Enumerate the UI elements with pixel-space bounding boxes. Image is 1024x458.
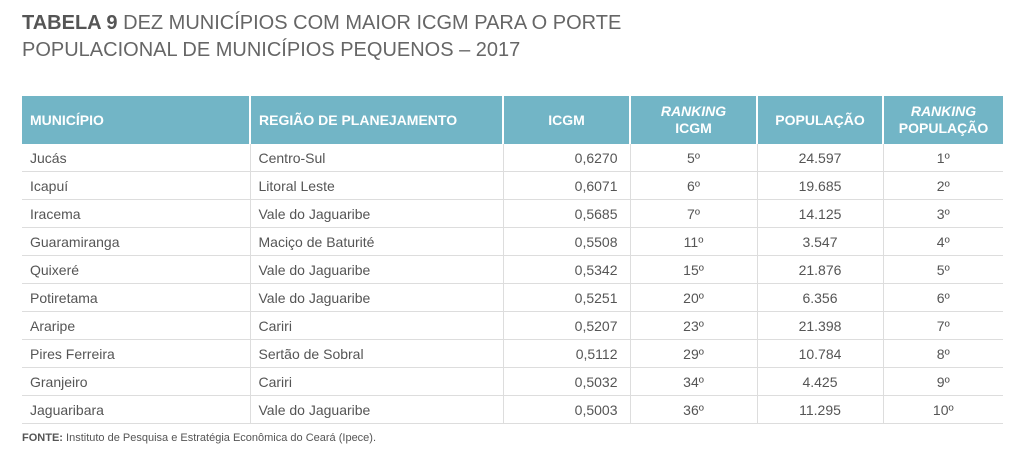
table-cell: Vale do Jaguaribe [249,395,503,424]
table-cell: 14.125 [756,199,883,228]
header-text: REGIÃO DE PLANEJAMENTO [259,111,458,128]
table-cell: 11.295 [756,395,883,424]
table-cell: 0,5003 [502,395,630,424]
table-cell: 6.356 [756,283,883,312]
table-cell: 1º [882,144,1003,172]
table-body: Jucás Centro-Sul 0,6270 5º 24.597 1º Icapuí Lit… [22,144,1003,424]
header-emphasis: RANKING [910,103,977,119]
header-text: POPULAÇÃO [898,120,989,136]
table-cell: Cariri [249,367,503,396]
data-table: MUNICÍPIO REGIÃO DE PLANEJAMENTO ICGM RANKI… [22,96,1003,424]
source-label: FONTE: [22,432,63,444]
header-text: ICGM [548,111,585,128]
table-cell: Pires Ferreira [22,339,250,368]
table-cell: 15º [629,255,757,284]
table-cell: 10.784 [756,339,883,368]
table-cell: Jucás [22,144,250,172]
header-row: MUNICÍPIO REGIÃO DE PLANEJAMENTO ICGM RANKI… [22,96,1003,144]
table-cell: 23º [629,311,757,340]
table-cell: 0,5112 [502,339,630,368]
table-cell: Centro-Sul [249,144,503,172]
title-text: DEZ MUNICÍPIOS COM MAIOR ICGM PARA O POR… [22,12,622,61]
table-title: TABELA 9 DEZ MUNICÍPIOS COM MAIOR ICGM P… [22,10,762,64]
source-note: FONTE: Instituto de Pesquisa e Estratégi… [22,432,376,444]
table-cell: 0,5207 [502,311,630,340]
table-row: Pires Ferreira Sertão de Sobral 0,5112 29º 1… [22,339,1003,368]
header-text: ICGM [675,120,712,136]
table-cell: Maciço de Baturité [249,227,503,256]
table-cell: Vale do Jaguaribe [249,255,503,284]
table-cell: 2º [882,171,1003,200]
table-cell: 4º [882,227,1003,256]
table-cell: 20º [629,283,757,312]
header-text: POPULAÇÃO [775,111,865,128]
table-cell: 21.876 [756,255,883,284]
table-row: Araripe Cariri 0,5207 23º 21.398 7º [22,311,1003,340]
title-label: TABELA 9 [22,12,118,34]
table-cell: 4.425 [756,367,883,396]
table-cell: 0,5342 [502,255,630,284]
header-text: MUNICÍPIO [30,111,104,128]
table-cell: Sertão de Sobral [249,339,503,368]
table-cell: 7º [629,199,757,228]
table-cell: 7º [882,311,1003,340]
table-cell: Cariri [249,311,503,340]
column-header: REGIÃO DE PLANEJAMENTO [249,96,503,144]
table-cell: 5º [882,255,1003,284]
table-cell: 6º [882,283,1003,312]
table-cell: 24.597 [756,144,883,172]
table-cell: Jaguaribara [22,395,250,424]
header-emphasis: RANKING [660,103,727,119]
table-cell: 3.547 [756,227,883,256]
table-row: Guaramiranga Maciço de Baturité 0,5508 11º 3… [22,227,1003,256]
table-cell: Araripe [22,311,250,340]
table-row: Iracema Vale do Jaguaribe 0,5685 7º 14.125 3º [22,199,1003,228]
table-cell: Icapuí [22,171,250,200]
column-header: ICGM [502,96,630,144]
table-cell: Guaramiranga [22,227,250,256]
table-cell: Granjeiro [22,367,250,396]
column-header: POPULAÇÃO [756,96,883,144]
table-row: Jaguaribara Vale do Jaguaribe 0,5003 36º 11.… [22,395,1003,424]
table-cell: 34º [629,367,757,396]
table-row: Potiretama Vale do Jaguaribe 0,5251 20º 6.35… [22,283,1003,312]
table-row: Quixeré Vale do Jaguaribe 0,5342 15º 21.876 5… [22,255,1003,284]
table-row: Icapuí Litoral Leste 0,6071 6º 19.685 2º [22,171,1003,200]
table-cell: 11º [629,227,757,256]
table-row: Jucás Centro-Sul 0,6270 5º 24.597 1º [22,144,1003,172]
source-text: Instituto de Pesquisa e Estratégia Econô… [66,432,377,444]
table-cell: 19.685 [756,171,883,200]
table-cell: 0,5251 [502,283,630,312]
table-cell: 9º [882,367,1003,396]
table-cell: Vale do Jaguaribe [249,199,503,228]
column-header: MUNICÍPIO [22,96,250,144]
table-cell: 0,6270 [502,144,630,172]
table-cell: 0,5032 [502,367,630,396]
table-cell: Potiretama [22,283,250,312]
table-cell: Vale do Jaguaribe [249,283,503,312]
table-cell: 8º [882,339,1003,368]
table-cell: 0,6071 [502,171,630,200]
table-cell: 21.398 [756,311,883,340]
column-header: RANKING POPULAÇÃO [882,96,1003,144]
table-cell: Quixeré [22,255,250,284]
table-cell: 0,5685 [502,199,630,228]
table-cell: 36º [629,395,757,424]
column-header: RANKING ICGM [629,96,757,144]
table-row: Granjeiro Cariri 0,5032 34º 4.425 9º [22,367,1003,396]
table-cell: 3º [882,199,1003,228]
table-cell: 0,5508 [502,227,630,256]
table-cell: Iracema [22,199,250,228]
table-cell: 29º [629,339,757,368]
table-cell: 5º [629,144,757,172]
table-cell: 10º [882,395,1003,424]
table-cell: 6º [629,171,757,200]
table-cell: Litoral Leste [249,171,503,200]
